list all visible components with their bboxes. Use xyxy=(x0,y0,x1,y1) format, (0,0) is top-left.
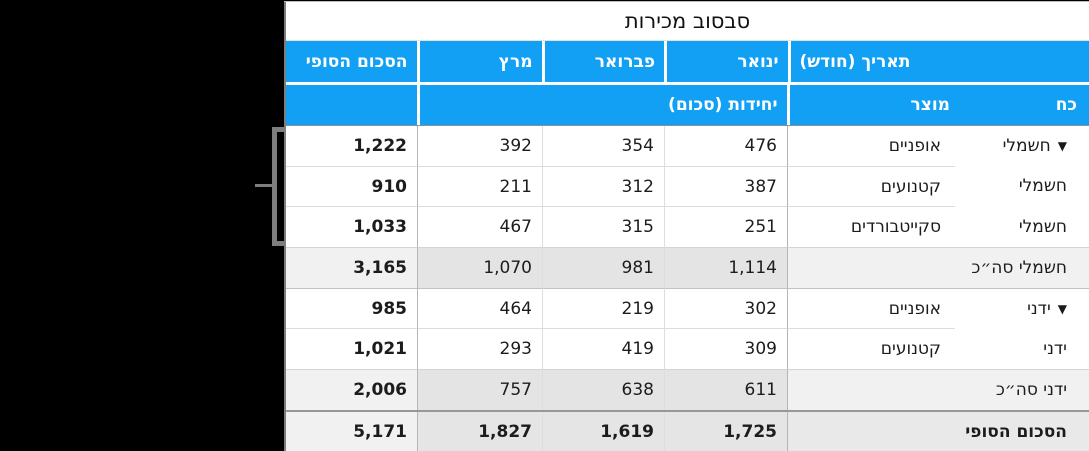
cell-product[interactable]: קטנועים xyxy=(788,166,955,206)
header-power[interactable]: כח xyxy=(1055,95,1077,115)
table-row: 1,222 392 354 476 אופניים חשמלי ▼ xyxy=(286,126,1089,166)
product-label: אופניים xyxy=(888,136,941,156)
group-label: ידני xyxy=(1043,338,1067,359)
product-label: סקייטבורדים xyxy=(850,217,941,237)
cell-january[interactable]: 1,114 xyxy=(665,247,788,288)
product-label: קטנועים xyxy=(880,176,941,197)
cell-february[interactable]: 312 xyxy=(543,166,665,206)
cell-total[interactable]: 5,171 xyxy=(286,412,418,451)
table-body: 1,222 392 354 476 אופניים חשמלי ▼ 910 21… xyxy=(286,126,1089,451)
bracket-bottom-arm xyxy=(272,241,286,246)
header-product-power[interactable]: מוצר כח xyxy=(789,85,1089,125)
subtotal-label: ידני סה״כ xyxy=(995,380,1067,400)
cell-total[interactable]: 2,006 xyxy=(286,369,418,410)
header-units-sum[interactable]: יחידות (סכום) xyxy=(419,85,787,125)
group-label: ידני xyxy=(1027,298,1051,319)
cell-march[interactable]: 1,070 xyxy=(418,247,543,288)
table-row: 1,033 467 315 251 סקייטבורדים חשמלי xyxy=(286,206,1089,247)
cell-january[interactable]: 251 xyxy=(665,206,788,247)
header-divider xyxy=(286,82,1089,85)
product-label: אופניים xyxy=(888,298,941,319)
cell-group[interactable]: חשמלי xyxy=(955,166,1089,206)
table-left-border xyxy=(284,1,286,451)
table-row: 1,021 293 419 309 קטנועים ידני xyxy=(286,328,1089,369)
header-blank[interactable] xyxy=(286,85,417,125)
table-row: 985 464 219 302 אופניים ידני ▼ xyxy=(286,288,1089,328)
subtotal-row: 2,006 757 638 611 ידני סה״כ xyxy=(286,369,1089,410)
header-january[interactable]: ינואר xyxy=(667,41,788,82)
cell-grand-total-label[interactable]: הסכום הסופי xyxy=(788,412,1089,451)
bracket-bar xyxy=(272,127,277,246)
header-date-month[interactable]: תאריך (חודש) xyxy=(790,41,1089,82)
table-title-text: סבסוב מכירות xyxy=(624,9,751,33)
header-row-months: הסכום הסופי מרץ פברואר ינואר תאריך (חודש… xyxy=(286,41,1089,82)
cell-total[interactable]: 1,222 xyxy=(286,126,418,166)
cell-group[interactable]: ידני xyxy=(955,328,1089,369)
cell-march[interactable]: 467 xyxy=(418,206,543,247)
cell-january[interactable]: 302 xyxy=(665,288,788,328)
product-label: קטנועים xyxy=(880,339,941,359)
cell-january[interactable]: 611 xyxy=(665,369,788,410)
bracket-tick xyxy=(255,184,273,187)
cell-march[interactable]: 293 xyxy=(418,328,543,369)
cell-february[interactable]: 1,619 xyxy=(543,412,665,451)
cell-january[interactable]: 387 xyxy=(665,166,788,206)
table-top-border xyxy=(284,1,1089,2)
cell-february[interactable]: 219 xyxy=(543,288,665,328)
cell-subtotal-label[interactable]: חשמלי סה״כ xyxy=(788,247,1089,288)
cell-group[interactable]: חשמלי xyxy=(955,206,1089,247)
cell-february[interactable]: 638 xyxy=(543,369,665,410)
table-title[interactable]: סבסוב מכירות xyxy=(286,2,1089,41)
cell-march[interactable]: 392 xyxy=(418,126,543,166)
cell-group[interactable]: ידני ▼ xyxy=(955,288,1089,328)
table-row: 910 211 312 387 קטנועים חשמלי xyxy=(286,166,1089,206)
header-row-fields: יחידות (סכום) מוצר כח xyxy=(286,85,1089,126)
cell-product[interactable]: אופניים xyxy=(788,126,955,166)
cell-january[interactable]: 309 xyxy=(665,328,788,369)
group-label: חשמלי xyxy=(1018,216,1067,237)
cell-product[interactable]: קטנועים xyxy=(788,328,955,369)
cell-march[interactable]: 211 xyxy=(418,166,543,206)
cell-product[interactable]: סקייטבורדים xyxy=(788,206,955,247)
header-march[interactable]: מרץ xyxy=(419,41,542,82)
header-final-total[interactable]: הסכום הסופי xyxy=(286,41,417,82)
header-product[interactable]: מוצר xyxy=(910,95,950,115)
cell-march[interactable]: 464 xyxy=(418,288,543,328)
disclosure-triangle-icon[interactable]: ▼ xyxy=(1057,139,1067,153)
cell-january[interactable]: 476 xyxy=(665,126,788,166)
bracket-top-arm xyxy=(272,127,286,132)
cell-group[interactable]: חשמלי ▼ xyxy=(955,126,1089,166)
cell-total[interactable]: 3,165 xyxy=(286,247,418,288)
cell-march[interactable]: 757 xyxy=(418,369,543,410)
group-label: חשמלי xyxy=(1018,176,1067,196)
subtotal-label: חשמלי סה״כ xyxy=(971,258,1067,278)
cell-february[interactable]: 419 xyxy=(543,328,665,369)
disclosure-triangle-icon[interactable]: ▼ xyxy=(1057,301,1067,316)
cell-february[interactable]: 981 xyxy=(543,247,665,288)
grand-total-row: 5,171 1,827 1,619 1,725 הסכום הסופי xyxy=(286,410,1089,451)
cell-subtotal-label[interactable]: ידני סה״כ xyxy=(788,369,1089,410)
cell-february[interactable]: 315 xyxy=(543,206,665,247)
cell-total[interactable]: 1,033 xyxy=(286,206,418,247)
cell-march[interactable]: 1,827 xyxy=(418,412,543,451)
grand-total-label: הסכום הסופי xyxy=(965,421,1067,442)
cell-total[interactable]: 1,021 xyxy=(286,328,418,369)
cell-total[interactable]: 910 xyxy=(286,166,418,206)
cell-january[interactable]: 1,725 xyxy=(665,412,788,451)
header-february[interactable]: פברואר xyxy=(544,41,664,82)
rows-group-bracket xyxy=(255,127,286,246)
group-label: חשמלי xyxy=(1002,136,1051,156)
cell-product[interactable]: אופניים xyxy=(788,288,955,328)
subtotal-row: 3,165 1,070 981 1,114 חשמלי סה״כ xyxy=(286,247,1089,288)
cell-total[interactable]: 985 xyxy=(286,288,418,328)
cell-february[interactable]: 354 xyxy=(543,126,665,166)
